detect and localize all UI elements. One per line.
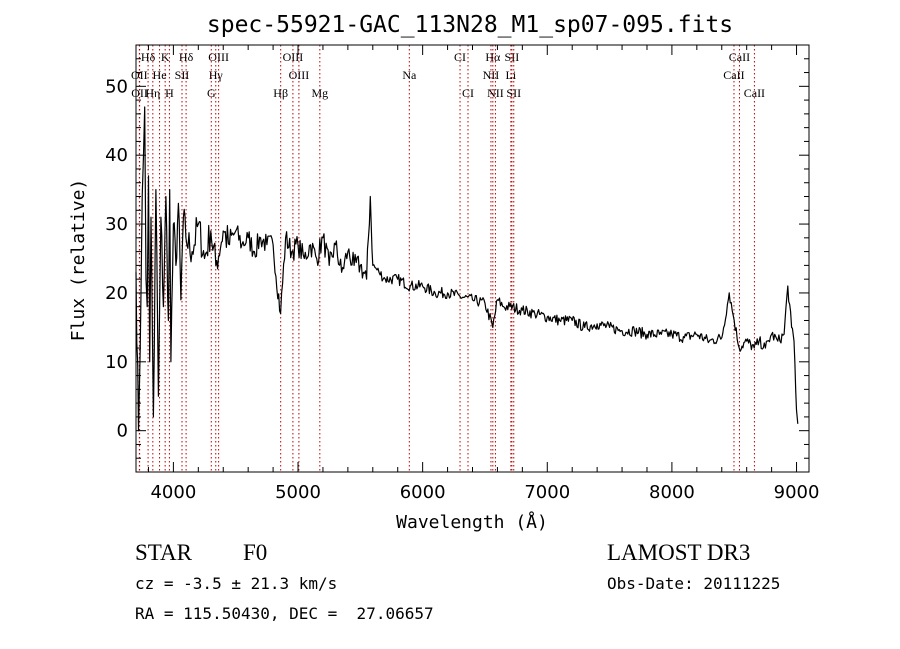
x-tick-label-7000: 7000 — [524, 482, 570, 503]
marker-label-25: NII — [487, 86, 504, 100]
marker-label-12: Hγ — [209, 68, 224, 82]
marker-label-10: He — [153, 68, 167, 82]
marker-label-24: CI — [462, 86, 474, 100]
y-tick-label-10: 10 — [105, 352, 128, 373]
object-subclass: F0 — [243, 540, 268, 565]
marker-label-27: CaII — [744, 86, 765, 100]
spectral-line-markers: Hδ K Hδ OIII OIII CI Hα SII CaII OII He SII Hγ OIII Na… — [131, 45, 765, 472]
marker-label-18: OII — [131, 86, 148, 100]
marker-label-21: G — [207, 86, 216, 100]
x-axis: 4000 5000 6000 7000 8000 9000 — [147, 45, 820, 503]
redshift-cz: cz = -3.5 ± 21.3 km/s — [135, 574, 338, 593]
marker-label-14: Na — [402, 68, 417, 82]
x-tick-label-9000: 9000 — [774, 482, 820, 503]
marker-label-9: OII — [131, 68, 148, 82]
x-tick-label-5000: 5000 — [275, 482, 321, 503]
plot-frame — [135, 44, 810, 473]
y-tick-label-20: 20 — [105, 283, 128, 304]
observation-date: Obs-Date: 20111225 — [607, 574, 781, 593]
y-tick-label-50: 50 — [105, 76, 128, 97]
marker-label-3: OIII — [208, 50, 229, 64]
marker-label-20: H — [165, 86, 174, 100]
marker-label-19: Hη — [145, 86, 160, 100]
marker-label-15: NII — [483, 68, 500, 82]
y-tick-label-30: 30 — [105, 214, 128, 235]
marker-label-6: Hα — [485, 50, 501, 64]
marker-label-17: CaII — [723, 68, 744, 82]
x-tick-label-8000: 8000 — [649, 482, 695, 503]
marker-label-4: OIII — [283, 50, 304, 64]
marker-label-7: SII — [505, 50, 520, 64]
y-axis: 0 10 20 30 40 50 — [105, 44, 809, 473]
marker-label-26: SII — [506, 86, 521, 100]
marker-label-13: OIII — [289, 68, 310, 82]
marker-label-23: Mg — [311, 86, 328, 100]
y-tick-label-40: 40 — [105, 145, 128, 166]
marker-label-11: SII — [175, 68, 190, 82]
chart-title: spec-55921-GAC_113N28_M1_sp07-095.fits — [207, 12, 733, 38]
y-axis-label: Flux (relative) — [68, 179, 89, 342]
marker-label-0: Hδ — [141, 50, 156, 64]
ra-dec: RA = 115.50430, DEC = 27.06657 — [135, 604, 434, 623]
y-tick-label-0: 0 — [117, 421, 128, 442]
x-tick-label-4000: 4000 — [150, 482, 196, 503]
marker-label-8: CaII — [729, 50, 750, 64]
survey-name: LAMOST DR3 — [607, 540, 751, 565]
marker-label-2: Hδ — [179, 50, 194, 64]
x-tick-label-6000: 6000 — [400, 482, 446, 503]
marker-label-1: K — [161, 50, 170, 64]
marker-label-16: Li — [506, 68, 517, 82]
flux-line — [135, 106, 799, 432]
marker-label-22: Hβ — [273, 86, 288, 100]
x-axis-label: Wavelength (Å) — [396, 511, 548, 533]
flux-series — [135, 106, 799, 432]
object-class: STAR — [135, 540, 192, 565]
marker-label-5: CI — [454, 50, 466, 64]
